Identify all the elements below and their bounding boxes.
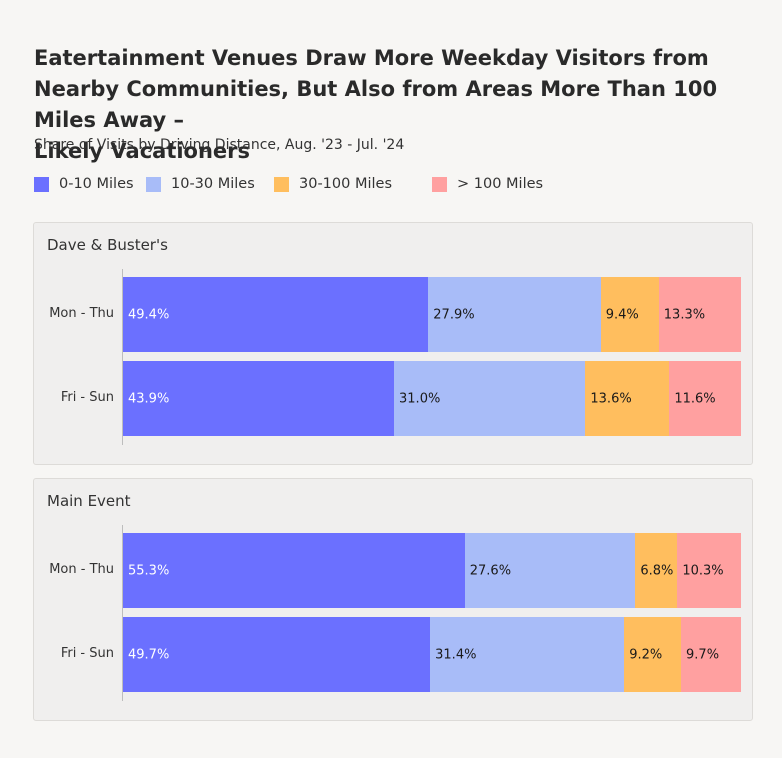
- bar-segment: 31.4%: [430, 617, 625, 692]
- row-label: Mon - Thu: [49, 306, 114, 321]
- data-label: 31.4%: [435, 647, 477, 662]
- stacked-bar: 55.3% 27.6% 6.8% 10.3%: [123, 533, 741, 608]
- legend-label: > 100 Miles: [457, 176, 544, 192]
- y-axis-line: [122, 269, 123, 445]
- legend-item: 10-30 Miles: [146, 176, 255, 192]
- chart-panel: Main Event Mon - Thu 55.3% 27.6% 6.8% 10.3% Fr…: [33, 478, 753, 721]
- bar-segment: 11.6%: [669, 361, 741, 436]
- bar-segment: 9.4%: [600, 277, 659, 352]
- bar-segment: 10.3%: [677, 533, 741, 608]
- bar-segment: 55.3%: [123, 533, 465, 608]
- data-label: 27.9%: [433, 307, 475, 322]
- data-label: 49.7%: [128, 647, 170, 662]
- data-label: 9.4%: [605, 307, 639, 322]
- legend-item: > 100 Miles: [432, 176, 543, 192]
- legend-label: 0-10 Miles: [59, 176, 134, 192]
- data-label: 55.3%: [128, 563, 170, 578]
- bar-segment: 27.9%: [428, 277, 601, 352]
- chart-subtitle: Share of Visits by Driving Distance, Aug…: [34, 137, 405, 153]
- data-label: 9.7%: [686, 647, 720, 662]
- bar-segment: 49.7%: [123, 617, 431, 692]
- bar-segment: 31.0%: [394, 361, 586, 436]
- bar-segment: 6.8%: [635, 533, 678, 608]
- stacked-bar: 49.4% 27.9% 9.4% 13.3%: [123, 277, 741, 352]
- data-label: 49.4%: [128, 307, 170, 322]
- bar-segment: 49.4%: [123, 277, 429, 352]
- y-axis-line: [122, 525, 123, 701]
- data-label: 43.9%: [128, 391, 170, 406]
- bar-segment: 13.3%: [658, 277, 741, 352]
- stacked-bar: 43.9% 31.0% 13.6% 11.6%: [123, 361, 741, 436]
- legend-label: 30-100 Miles: [299, 176, 393, 192]
- data-label: 10.3%: [682, 563, 724, 578]
- bar-segment: 9.7%: [681, 617, 741, 692]
- bar-segment: 9.2%: [624, 617, 682, 692]
- chart-panel: Dave & Buster's Mon - Thu 49.4% 27.9% 9.4% 13…: [33, 222, 753, 465]
- bar-segment: 13.6%: [585, 361, 670, 436]
- bar-segment: 27.6%: [464, 533, 636, 608]
- legend-item: 30-100 Miles: [274, 176, 392, 192]
- chart-title: Eatertainment Venues Draw More Weekday V…: [34, 46, 718, 163]
- row-label: Mon - Thu: [49, 562, 114, 577]
- bar-segment: 43.9%: [123, 361, 395, 436]
- data-label: 13.3%: [663, 307, 706, 322]
- data-label: 13.6%: [590, 391, 632, 406]
- legend-swatch: [34, 176, 49, 192]
- stacked-bar: 49.7% 31.4% 9.2% 9.7%: [123, 617, 741, 692]
- data-label: 27.6%: [469, 563, 512, 578]
- legend-swatch: [432, 176, 447, 192]
- data-label: 6.8%: [640, 563, 674, 578]
- legend-item: 0-10 Miles: [34, 176, 134, 192]
- panel-title: Main Event: [47, 492, 131, 510]
- legend-swatch: [274, 176, 289, 192]
- panel-title: Dave & Buster's: [47, 236, 168, 254]
- legend-swatch: [146, 176, 161, 192]
- legend-label: 10-30 Miles: [171, 176, 255, 192]
- row-label: Fri - Sun: [60, 646, 114, 661]
- data-label: 31.0%: [399, 391, 441, 406]
- data-label: 9.2%: [629, 647, 663, 662]
- row-label: Fri - Sun: [60, 390, 114, 405]
- data-label: 11.6%: [674, 391, 716, 406]
